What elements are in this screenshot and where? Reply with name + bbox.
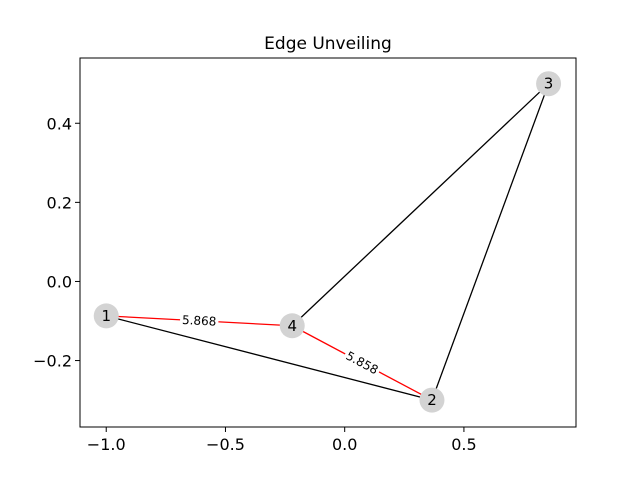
edge-label-background: [179, 311, 219, 330]
plot-area: [79, 57, 577, 428]
node-3: [536, 71, 562, 97]
edge-label-background: [341, 346, 383, 380]
node-1: [93, 303, 119, 329]
nodes-layer: 1 2 3 4: [93, 71, 562, 413]
edge-4-3: [291, 83, 550, 327]
y-axis: −0.2 0.0 0.2 0.4: [33, 114, 80, 371]
node-label-4: 4: [287, 317, 297, 335]
edge-2-3: [431, 83, 550, 401]
node-4: [279, 313, 305, 339]
y-tick-label: −0.2: [33, 352, 72, 371]
y-tick-label: 0.2: [47, 193, 72, 212]
edge-weight-label: 5.868: [182, 313, 217, 329]
x-tick-label: −0.5: [206, 435, 245, 454]
chart-title: Edge Unveiling: [264, 34, 392, 54]
edge-1-2: [106, 315, 433, 401]
node-2: [419, 387, 445, 413]
node-label-2: 2: [427, 391, 437, 409]
edge-label-1-4: 5.868: [179, 311, 219, 330]
x-tick-label: 0.0: [332, 435, 357, 454]
x-tick-label: −1.0: [87, 435, 126, 454]
x-axis: −1.0 −0.5 0.0 0.5: [87, 427, 477, 454]
y-tick-label: 0.0: [47, 272, 72, 291]
node-label-3: 3: [544, 75, 554, 93]
y-tick-label: 0.4: [47, 114, 72, 133]
node-label-1: 1: [101, 307, 111, 325]
x-tick-label: 0.5: [451, 435, 476, 454]
